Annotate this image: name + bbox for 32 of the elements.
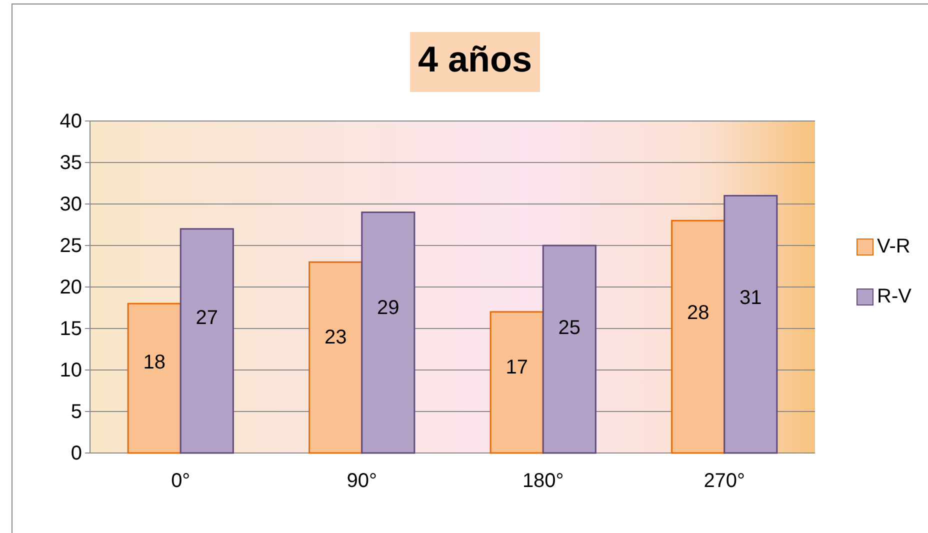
y-tick-label: 40 (60, 110, 82, 132)
legend-label: V-R (877, 235, 910, 258)
data-label: 17 (506, 356, 528, 379)
bar (542, 244, 596, 454)
bar (308, 261, 363, 454)
x-tick-label: 0° (171, 470, 190, 492)
data-label: 29 (377, 296, 400, 319)
y-tick-label: 10 (60, 359, 82, 382)
y-tick-label: 35 (60, 152, 82, 174)
data-label: 31 (740, 286, 762, 309)
bar (724, 194, 778, 454)
y-tick-label: 5 (70, 400, 82, 423)
y-tick-label: 0 (70, 442, 82, 464)
data-label: 25 (558, 316, 581, 339)
y-tick-label: 25 (60, 234, 82, 257)
legend-label: R-V (877, 285, 912, 308)
data-label: 23 (324, 326, 347, 349)
bar (490, 311, 544, 454)
y-tick-label: 30 (60, 193, 82, 216)
data-label: 28 (686, 302, 710, 324)
x-tick-label: 90° (346, 470, 377, 492)
bar (127, 302, 182, 454)
data-label: 27 (196, 306, 218, 329)
chart-title: 4 años (418, 38, 532, 80)
data-label: 18 (143, 352, 166, 374)
x-tick-label: 180° (522, 470, 564, 492)
y-tick-label: 15 (60, 318, 82, 340)
y-tick-label: 20 (60, 276, 82, 298)
bar (671, 220, 726, 454)
x-tick-label: 270° (704, 470, 746, 492)
bar (361, 212, 416, 454)
bar (180, 228, 234, 454)
